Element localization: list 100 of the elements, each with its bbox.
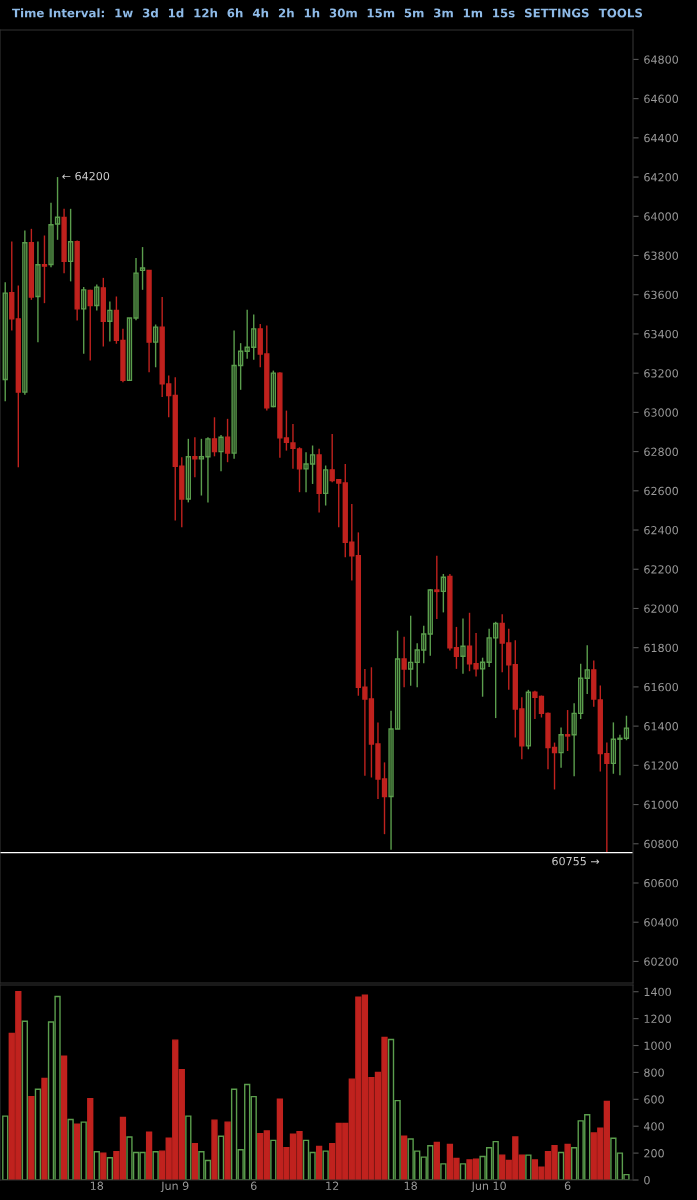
y-tick-label: 62800 bbox=[644, 447, 679, 456]
y-tick-label: 64800 bbox=[644, 55, 679, 64]
text: 2h bbox=[278, 8, 294, 18]
text: 30m bbox=[329, 8, 357, 18]
x-tick-label: 12 bbox=[326, 1181, 339, 1190]
text: 12h bbox=[194, 8, 218, 18]
bar bbox=[100, 1152, 107, 1180]
bar bbox=[315, 1145, 323, 1180]
y-tick-label: 63000 bbox=[644, 408, 679, 417]
y-tick-label: 61400 bbox=[644, 722, 679, 731]
bar bbox=[270, 1139, 277, 1180]
bar bbox=[440, 1163, 447, 1180]
y-tick-label: 600 bbox=[644, 1095, 664, 1104]
bar bbox=[191, 1142, 199, 1180]
x-tick-label: Jun 10 bbox=[471, 1181, 506, 1193]
y-tick-label: 63800 bbox=[644, 251, 679, 260]
text: 1d bbox=[168, 8, 184, 18]
candlestick bbox=[427, 588, 433, 657]
bar bbox=[74, 1123, 81, 1180]
y-tick-label: 62400 bbox=[644, 526, 679, 535]
text: 1w bbox=[115, 8, 133, 18]
y-tick-label: 61200 bbox=[644, 761, 679, 770]
y-tick-label: 62000 bbox=[644, 604, 679, 613]
candlestick bbox=[460, 617, 466, 675]
y-tick-label: 60800 bbox=[644, 839, 679, 849]
y-tick-label: 63200 bbox=[644, 369, 679, 378]
bar bbox=[2, 1115, 9, 1180]
y-tick-label: 60400 bbox=[644, 918, 679, 927]
candlestick bbox=[81, 286, 87, 355]
candlestick bbox=[558, 726, 564, 769]
x-tick-label: 6 bbox=[250, 1181, 257, 1190]
text: 15m bbox=[367, 8, 395, 18]
bar bbox=[21, 1020, 28, 1180]
y-tick-label: 1200 bbox=[644, 1014, 671, 1023]
text: 5m bbox=[404, 8, 424, 18]
candlestick bbox=[440, 573, 447, 614]
bar bbox=[224, 1121, 231, 1180]
x-tick-label: 6 bbox=[564, 1181, 571, 1190]
y-tick-label: 63600 bbox=[644, 290, 679, 300]
bar bbox=[557, 1151, 565, 1180]
candlestick bbox=[2, 281, 8, 402]
bar bbox=[459, 1163, 467, 1180]
candlestick bbox=[218, 434, 224, 472]
bar bbox=[87, 1097, 94, 1180]
bar bbox=[211, 1119, 218, 1180]
text: SETTINGS bbox=[524, 8, 589, 18]
text: TOOLS bbox=[598, 8, 643, 18]
candlestick bbox=[270, 369, 276, 408]
y-tick-label: 64400 bbox=[644, 133, 679, 143]
bar bbox=[145, 1131, 153, 1180]
y-tick-label: 60600 bbox=[644, 878, 679, 888]
bar bbox=[400, 1135, 408, 1180]
y-tick-label: 60200 bbox=[644, 957, 679, 966]
bar bbox=[525, 1154, 532, 1180]
candlestick bbox=[94, 283, 100, 312]
bar bbox=[152, 1151, 159, 1180]
bar bbox=[34, 1088, 42, 1180]
bar bbox=[106, 1157, 114, 1180]
y-tick-label: 800 bbox=[644, 1068, 664, 1077]
bar bbox=[322, 1150, 329, 1180]
candlestick bbox=[152, 323, 159, 368]
candlestick bbox=[192, 436, 198, 478]
candlestick bbox=[35, 240, 41, 343]
x-tick-label: 18 bbox=[404, 1181, 417, 1190]
ref-line-label: 60755 → bbox=[552, 856, 600, 866]
bar bbox=[564, 1143, 571, 1180]
candlestick bbox=[22, 229, 28, 396]
candlestick bbox=[564, 709, 571, 752]
candlestick bbox=[185, 438, 191, 504]
y-tick-label: 61000 bbox=[644, 800, 679, 809]
bar bbox=[185, 1115, 192, 1180]
text: 4h bbox=[252, 8, 269, 18]
candlestick bbox=[41, 234, 48, 304]
y-tick-label: 0 bbox=[644, 1175, 650, 1185]
bar bbox=[80, 1121, 87, 1180]
text: 3m bbox=[434, 8, 453, 18]
x-tick-label: 18 bbox=[90, 1181, 104, 1190]
y-tick-label: 61600 bbox=[644, 682, 679, 692]
candlestick bbox=[584, 644, 590, 695]
candlestick bbox=[525, 689, 532, 750]
y-tick-label: 400 bbox=[643, 1122, 664, 1131]
y-tick-label: 63400 bbox=[644, 329, 679, 339]
text: 15s bbox=[493, 8, 515, 18]
text: 3d bbox=[142, 8, 158, 18]
y-tick-label: 62600 bbox=[644, 486, 679, 496]
bar bbox=[433, 1141, 440, 1180]
candlestick bbox=[408, 615, 414, 687]
bar bbox=[67, 1118, 74, 1180]
bar bbox=[60, 1055, 68, 1180]
y-tick-label: 64000 bbox=[644, 212, 679, 221]
text: 1m bbox=[463, 8, 483, 18]
x-tick-label: Jun 9 bbox=[160, 1181, 189, 1193]
candlestick bbox=[67, 208, 74, 283]
annotation: ← 64200 bbox=[62, 171, 110, 181]
bar bbox=[41, 1077, 48, 1180]
text: 1h bbox=[304, 8, 320, 18]
text: Time Interval: bbox=[12, 8, 104, 18]
bar bbox=[93, 1151, 100, 1180]
y-tick-label: 64600 bbox=[644, 94, 679, 104]
bar bbox=[28, 1095, 35, 1180]
